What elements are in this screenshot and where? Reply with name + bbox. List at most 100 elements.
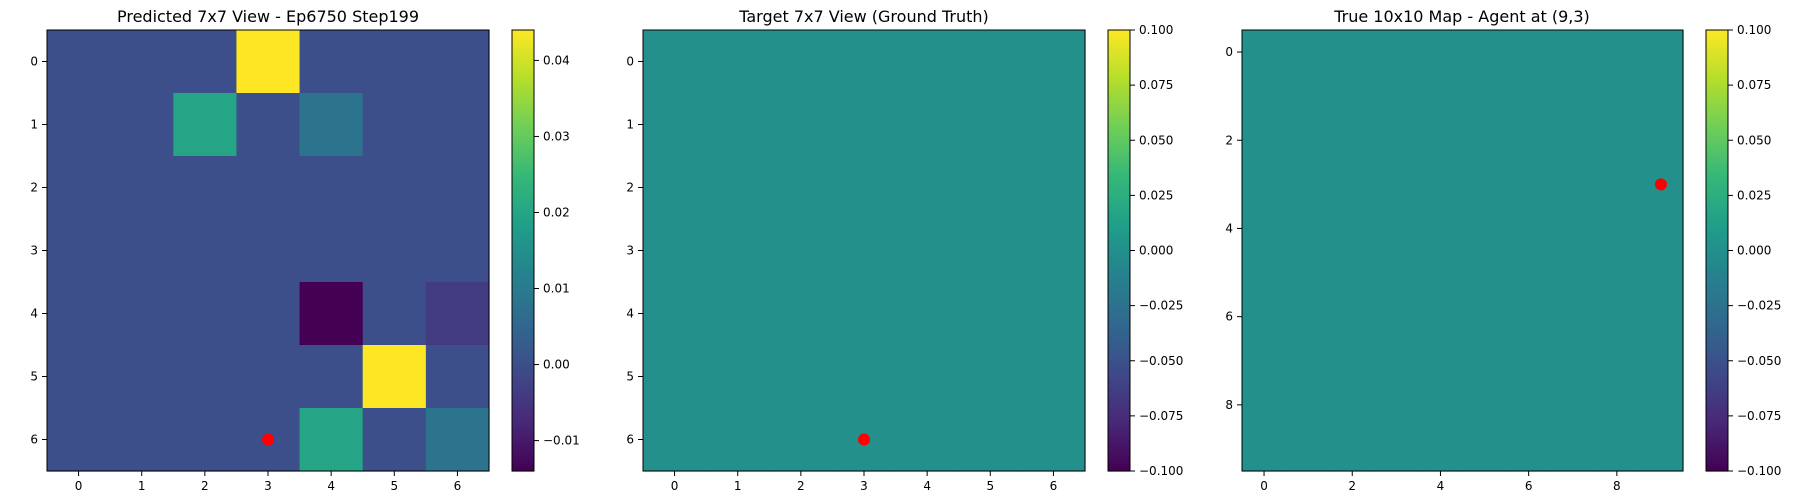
heatmap-cell <box>1242 206 1287 252</box>
colorbar-segment <box>1108 70 1130 75</box>
heatmap-cell <box>769 30 834 94</box>
y-tick-label: 6 <box>626 433 634 447</box>
colorbar-segment <box>1108 419 1130 424</box>
colorbar-segment <box>512 88 534 94</box>
colorbar-segment <box>1108 221 1130 226</box>
colorbar-segment <box>1706 415 1728 421</box>
colorbar-segment <box>512 393 534 399</box>
colorbar-segment <box>1706 268 1728 274</box>
colorbar-segment <box>1706 360 1728 366</box>
heatmap-cell <box>706 30 770 94</box>
colorbar-segment <box>512 199 534 204</box>
heatmap-cell <box>299 408 364 472</box>
x-tick-label: 6 <box>1050 479 1058 493</box>
colorbar-segment <box>1706 217 1728 222</box>
colorbar-segment <box>1108 55 1130 60</box>
colorbar-segment <box>1108 74 1130 79</box>
colorbar-segment <box>1108 213 1130 219</box>
colorbar-segment <box>1706 324 1728 329</box>
colorbar-segment <box>1108 437 1130 443</box>
colorbar-segment <box>512 430 534 435</box>
heatmap-cell <box>1374 74 1419 119</box>
heatmap-cell <box>1286 118 1331 163</box>
colorbar-tick-label: 0.03 <box>543 129 570 143</box>
colorbar-segment <box>512 107 534 112</box>
colorbar-segment <box>1108 448 1130 454</box>
heatmap-cell <box>706 93 770 157</box>
colorbar-segment <box>1706 437 1728 443</box>
colorbar-segment <box>512 173 534 178</box>
colorbar-segment <box>512 224 534 230</box>
heatmap-cell <box>173 30 238 94</box>
heatmap-cell <box>299 219 364 283</box>
x-tick-label: 6 <box>454 479 462 493</box>
colorbar-tick-label: 0.01 <box>543 282 570 296</box>
colorbar-segment <box>512 283 534 288</box>
colorbar-segment <box>1706 243 1728 248</box>
heatmap-cell <box>769 408 834 472</box>
colorbar-tick-label: −0.01 <box>543 434 580 448</box>
colorbar-segment <box>1706 364 1728 369</box>
colorbar-segment <box>1706 371 1728 377</box>
colorbar-segment <box>512 312 534 318</box>
colorbar-segment <box>1108 136 1130 141</box>
heatmap-cell <box>1638 426 1684 472</box>
colorbar-tick-label: 0.100 <box>1737 23 1771 37</box>
colorbar-segment <box>1706 342 1728 347</box>
heatmap-cell <box>173 345 238 409</box>
heatmap-cell <box>47 93 111 157</box>
colorbar-tick-label: −0.025 <box>1139 299 1183 313</box>
colorbar-segment <box>1108 456 1130 461</box>
heatmap-cell <box>706 156 770 220</box>
colorbar-segment <box>512 265 534 270</box>
colorbar-segment <box>1706 48 1728 53</box>
colorbar-segment <box>1108 434 1130 439</box>
colorbar-segment <box>1108 324 1130 329</box>
colorbar-segment <box>1706 37 1728 42</box>
heatmap-cell <box>362 93 427 157</box>
heatmap-cell <box>425 30 490 94</box>
colorbar-segment <box>512 191 534 196</box>
colorbar-segment <box>1108 85 1130 90</box>
heatmap-cell <box>1242 250 1287 296</box>
colorbar-segment <box>1706 191 1728 196</box>
colorbar-segment <box>1108 305 1130 310</box>
heatmap-cell <box>1638 250 1684 296</box>
colorbar-segment <box>1108 143 1130 149</box>
heatmap-cell <box>706 219 770 283</box>
heatmap-cell <box>1242 426 1287 472</box>
heatmap-cell <box>173 219 238 283</box>
colorbar-segment <box>1706 202 1728 207</box>
heatmap-cell <box>1638 74 1684 119</box>
colorbar-segment <box>1108 224 1130 230</box>
heatmap-cell <box>1594 118 1640 163</box>
colorbar-segment <box>1706 390 1728 395</box>
colorbar-segment <box>1706 188 1728 193</box>
colorbar-segment <box>512 140 534 145</box>
heatmap-cell <box>1506 250 1552 296</box>
colorbar-segment <box>1108 246 1130 252</box>
colorbar-segment <box>1108 386 1130 391</box>
heatmap-cell <box>299 30 364 94</box>
heatmap-cell <box>1374 382 1419 428</box>
colorbar-segment <box>1108 408 1130 413</box>
colorbar-segment <box>1706 290 1728 296</box>
colorbar-segment <box>1108 357 1130 362</box>
colorbar-segment <box>1108 96 1130 101</box>
colorbar-segment <box>1706 213 1728 219</box>
colorbar-segment <box>1706 110 1728 116</box>
colorbar-segment <box>512 110 534 116</box>
heatmap-cell <box>769 156 834 220</box>
heatmap-cell <box>299 282 364 346</box>
heatmap-cell <box>895 219 960 283</box>
colorbar-segment <box>1706 103 1728 108</box>
colorbar-segment <box>1108 188 1130 193</box>
heatmap-cell <box>1374 206 1419 252</box>
heatmap-cell <box>1506 206 1552 252</box>
colorbar-segment <box>512 276 534 281</box>
colorbar-segment <box>512 301 534 307</box>
colorbar-segment <box>1706 346 1728 351</box>
colorbar-segment <box>1108 59 1130 64</box>
heatmap-cell <box>47 156 111 220</box>
heatmap-cell <box>110 30 174 94</box>
